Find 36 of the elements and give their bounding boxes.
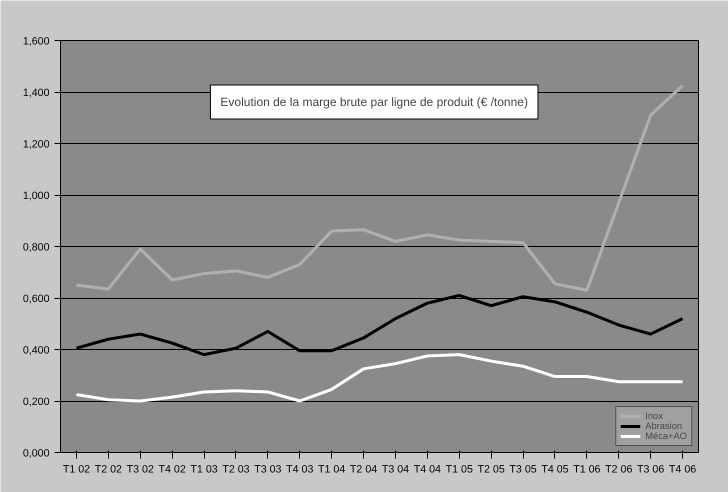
y-tick-label: 0,200 [22, 396, 50, 408]
legend-label: Abrasion [645, 421, 682, 431]
x-tick-label: T4 02 [158, 464, 186, 476]
x-tick-label: T3 04 [382, 464, 410, 476]
y-tick-label: 1,400 [22, 87, 50, 99]
x-tick-label: T4 05 [541, 464, 569, 476]
y-tick-label: 1,200 [22, 138, 50, 150]
line-series [74, 353, 684, 402]
line-series [74, 84, 684, 292]
y-tick-label: 1,000 [22, 190, 50, 202]
y-tick-label: 0,400 [22, 344, 50, 356]
line-series [74, 294, 684, 356]
x-tick-label: T3 03 [254, 464, 282, 476]
x-tick-label: T2 02 [94, 464, 122, 476]
x-tick-label: T2 06 [605, 464, 632, 476]
x-tick-label: T4 06 [668, 464, 696, 476]
x-tick-label: T3 02 [126, 464, 154, 476]
x-tick-label: T2 03 [222, 464, 250, 476]
x-tick-label: T1 05 [446, 464, 473, 476]
x-tick-label: T1 02 [62, 464, 90, 476]
text: Evolution de la marge brute par ligne de produit (€ /tonne) [220, 95, 528, 110]
x-tick-label: T1 03 [190, 464, 218, 476]
x-tick-label: T3 06 [637, 464, 664, 476]
y-tick-label: 0,600 [22, 293, 50, 305]
x-tick-label: T3 05 [509, 464, 537, 476]
x-tick-label: T1 06 [573, 464, 601, 476]
legend-label: Inox [645, 411, 664, 421]
x-tick-label: T2 05 [478, 464, 505, 476]
x-tick-label: T2 04 [350, 464, 378, 476]
legend-label: Méca+AO [645, 431, 687, 441]
y-tick-label: 0,800 [22, 242, 50, 254]
x-tick-label: T1 04 [318, 464, 346, 476]
x-tick-label: T4 03 [286, 464, 314, 476]
x-tick-label: T4 04 [414, 464, 442, 476]
y-tick-label: 0,000 [22, 448, 50, 460]
y-tick-label: 1,600 [22, 36, 50, 48]
